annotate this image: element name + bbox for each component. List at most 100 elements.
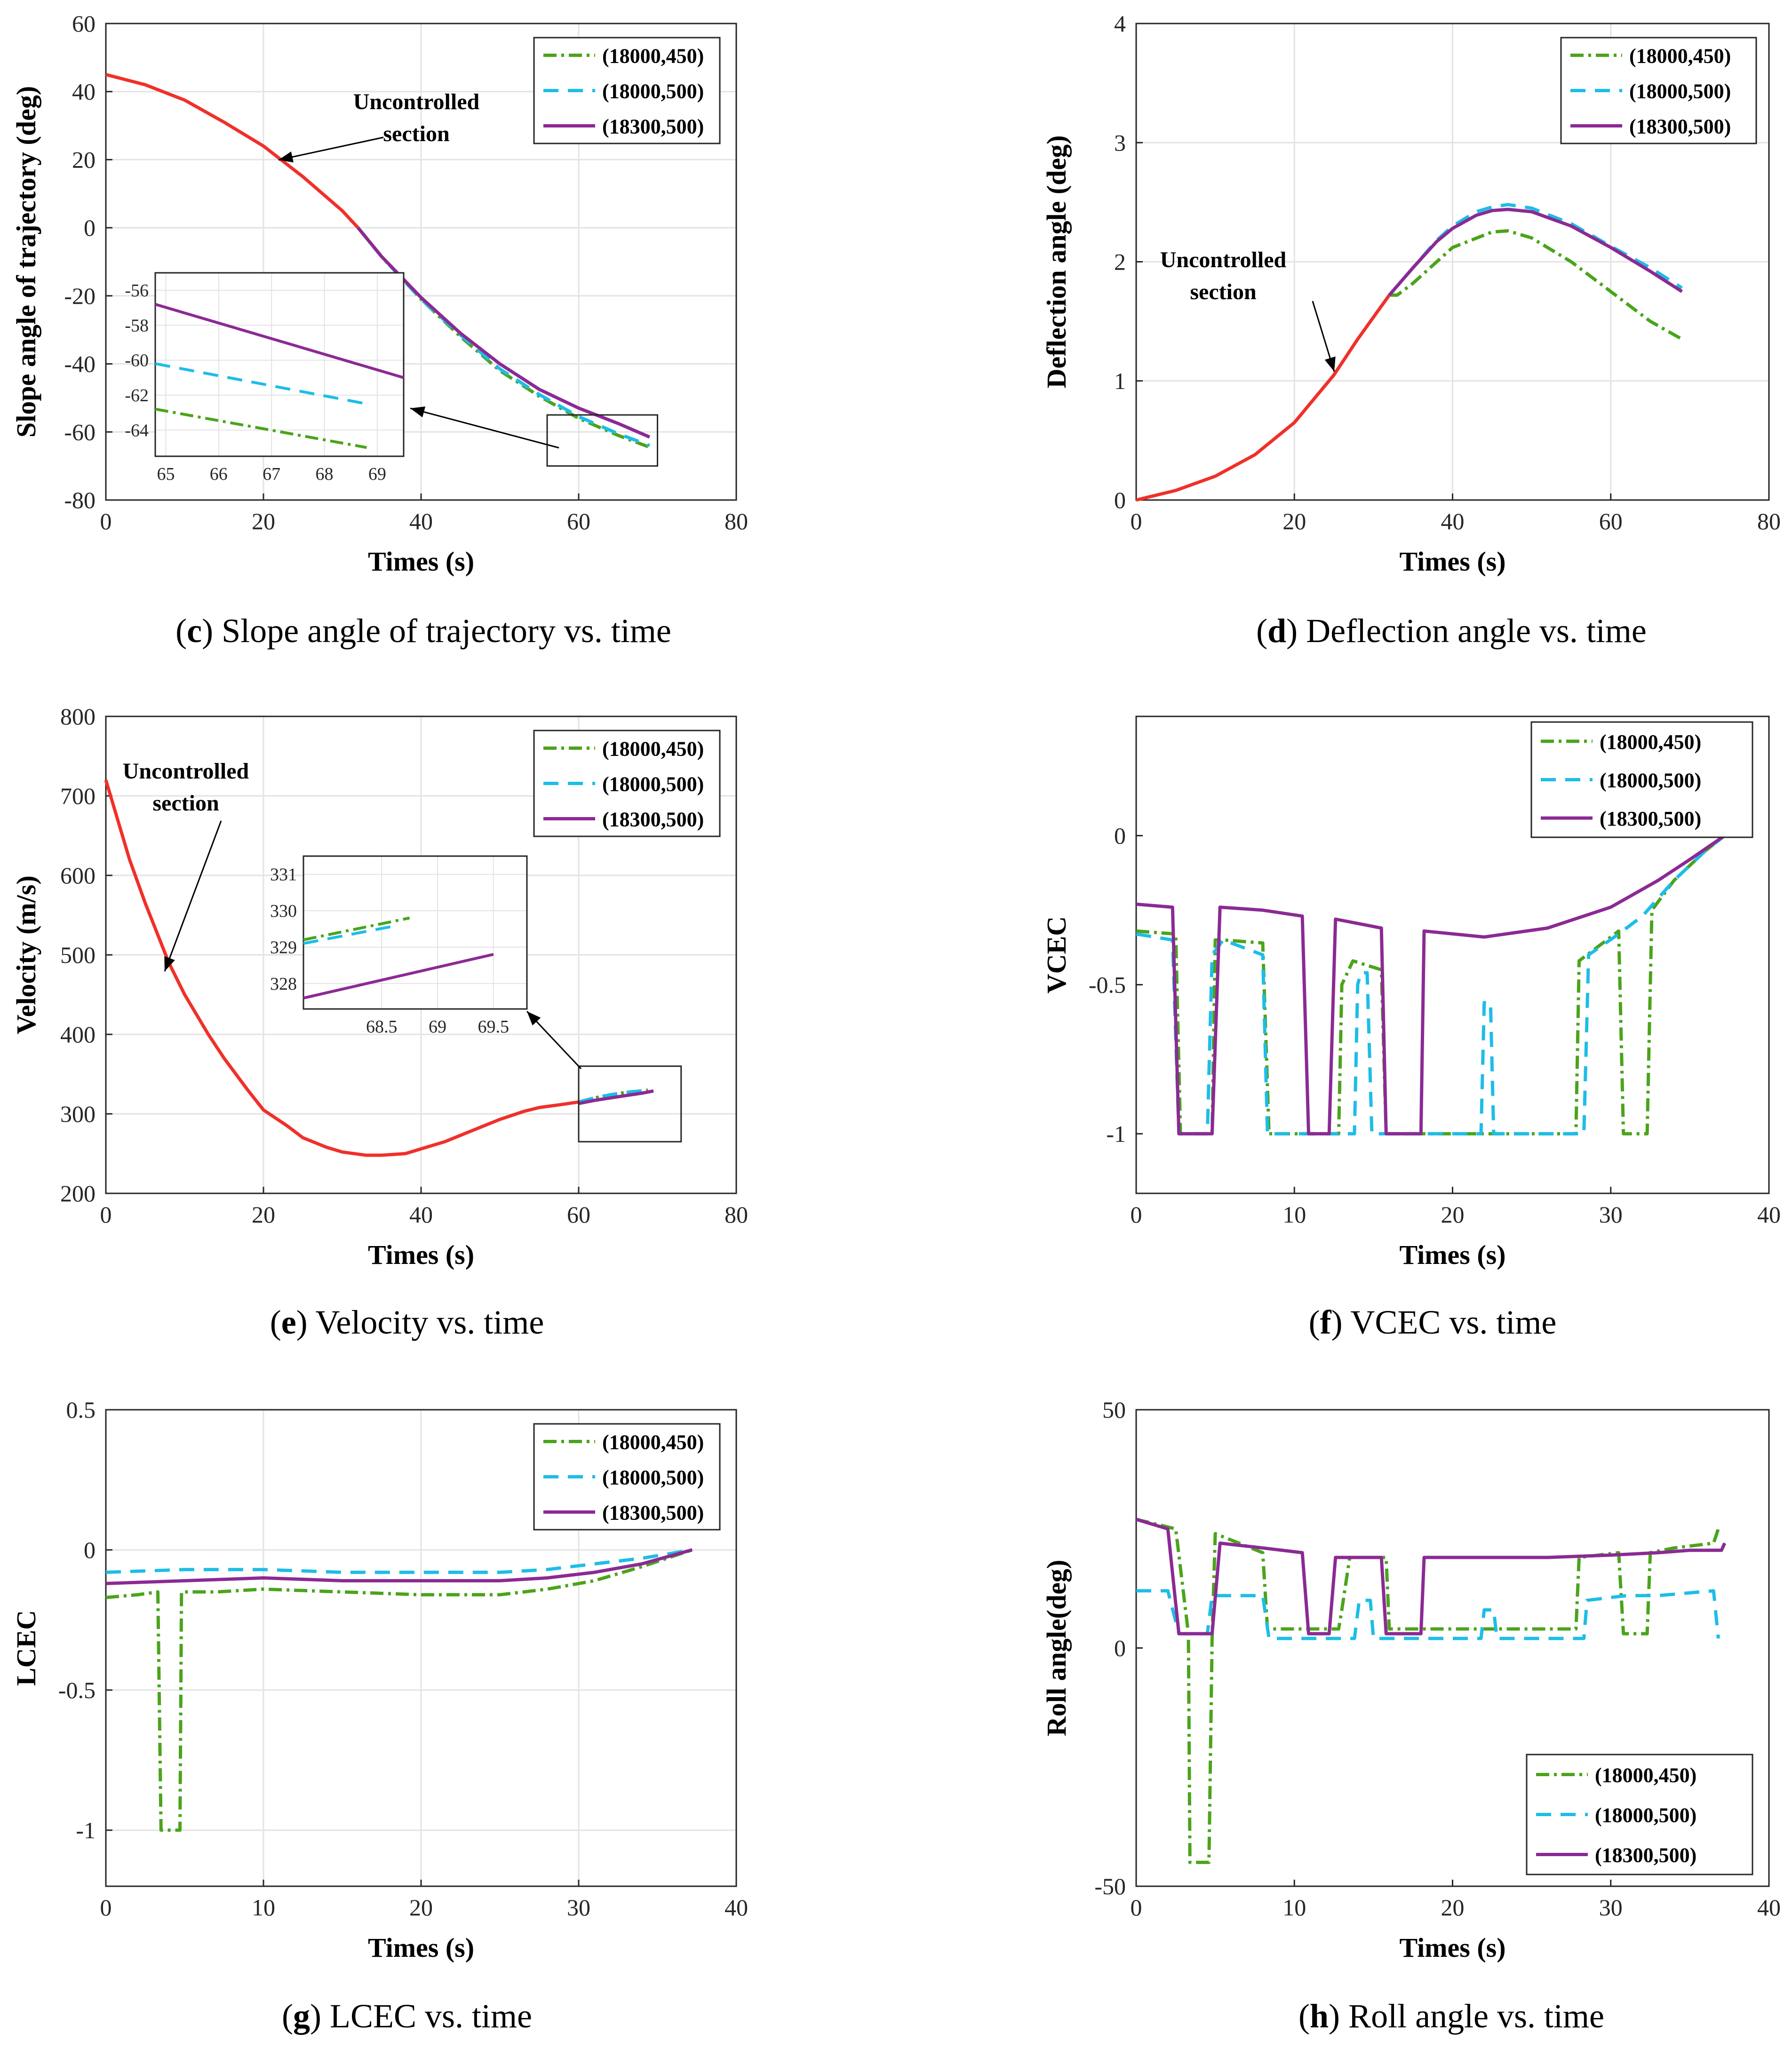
y-tick-label: 600: [60, 862, 96, 889]
x-tick-label: 40: [409, 508, 433, 534]
inset-series-line: [155, 303, 404, 379]
y-tick-label: 300: [60, 1101, 96, 1127]
inset-y-tick-label: -64: [125, 421, 149, 440]
annotation-text: section: [152, 791, 219, 816]
y-tick-label: 60: [72, 10, 96, 37]
caption-c: (c) Slope angle of trajectory vs. time: [175, 612, 671, 650]
legend-label: (18000,450): [1600, 731, 1701, 754]
inset-box: [154, 272, 405, 457]
inset-x-tick-label: 69.5: [478, 1017, 510, 1037]
legend-label: (18000,500): [602, 773, 704, 796]
legend-label: (18000,450): [1595, 1764, 1696, 1787]
x-tick-label: 30: [567, 1894, 590, 1921]
inset-y-tick-label: 331: [270, 865, 297, 885]
annotation-text: section: [383, 121, 449, 146]
legend: (18000,450) (18000,500) (18300,500): [533, 37, 721, 144]
x-tick-label: 20: [252, 1201, 275, 1228]
annotation-text: Uncontrolled: [123, 759, 249, 784]
caption-g: (g) LCEC vs. time: [282, 1997, 532, 2035]
inset-x-tick-label: 69: [429, 1017, 446, 1037]
x-tick-label: 0: [100, 508, 112, 534]
y-tick-label: -1: [1106, 1120, 1126, 1147]
y-tick-label: 0: [1114, 1635, 1126, 1661]
x-tick-label: 40: [1757, 1894, 1781, 1921]
legend-label: (18300,500): [602, 115, 704, 138]
inset-series-line: [303, 924, 399, 945]
series-line-18300500: [578, 1089, 654, 1105]
x-tick-label: 20: [409, 1894, 433, 1921]
x-tick-label: 30: [1599, 1894, 1623, 1921]
y-tick-label: 500: [60, 942, 96, 968]
legend: (18000,450) (18000,500) (18300,500): [1526, 1754, 1753, 1875]
y-tick-label: 4: [1114, 10, 1126, 37]
series-line-18300500: [1388, 207, 1683, 296]
y-axis-label: Roll angle(deg): [1041, 1560, 1072, 1736]
inset-y-tick-label: -56: [125, 281, 149, 301]
zoom-inset: 65 66 67 68 69 -64 -62 -60 -58 -56: [125, 272, 405, 484]
legend-label: (18000,500): [602, 1466, 704, 1489]
series-line-18000500: [1136, 834, 1726, 1136]
series-line-18000500: [578, 1088, 648, 1104]
legend-label: (18000,500): [1600, 769, 1701, 792]
y-tick-label: 50: [1102, 1397, 1126, 1423]
zoom-box: [546, 414, 658, 467]
y-tick-label: -50: [1094, 1873, 1126, 1899]
annotation-text: Uncontrolled: [353, 89, 480, 114]
y-tick-label: -40: [64, 351, 96, 377]
x-tick-label: 10: [1282, 1894, 1306, 1921]
y-tick-label: 2: [1114, 249, 1126, 275]
legend-label: (18300,500): [1600, 807, 1701, 830]
y-axis-label: Deflection angle (deg): [1041, 135, 1072, 389]
x-tick-label: 20: [1441, 1894, 1465, 1921]
y-tick-label: 0: [1114, 487, 1126, 513]
x-tick-label: 60: [567, 1201, 590, 1228]
x-axis-label: Times (s): [368, 546, 474, 577]
legend: (18000,450) (18000,500) (18300,500): [1560, 37, 1757, 144]
x-tick-label: 40: [1757, 1201, 1781, 1228]
y-tick-label: -0.5: [58, 1677, 96, 1703]
x-axis-label: Times (s): [368, 1932, 474, 1963]
x-tick-label: 20: [1441, 1201, 1465, 1228]
arrow-head: [164, 956, 175, 971]
x-tick-label: 30: [1599, 1201, 1623, 1228]
y-tick-label: 400: [60, 1021, 96, 1048]
legend-label: (18000,450): [1629, 45, 1731, 68]
legend-label: (18300,500): [602, 1501, 704, 1525]
inset-y-tick-label: -60: [125, 351, 149, 371]
series-line-18300500: [1136, 834, 1726, 1136]
series-line-18000450: [1136, 834, 1726, 1136]
series-line-18000450: [105, 1548, 693, 1832]
series-line-18300500: [357, 226, 651, 439]
arrow-head: [527, 1011, 541, 1026]
y-tick-label: 20: [72, 146, 96, 173]
legend-label: (18000,450): [602, 1431, 704, 1454]
inset-y-tick-label: -62: [125, 386, 149, 405]
y-tick-label: -60: [64, 419, 96, 445]
y-axis-label: LCEC: [11, 1610, 41, 1686]
y-axis-label: Velocity (m/s): [11, 875, 41, 1034]
series-line-18000450: [1389, 229, 1683, 341]
x-tick-label: 80: [725, 508, 748, 534]
legend-label: (18000,450): [602, 45, 704, 68]
x-tick-label: 0: [100, 1201, 112, 1228]
x-tick-label: 40: [409, 1201, 433, 1228]
chart-g: 0 10 20 30 40 -1 -0.5 0 0.5 Times (s) LCEC (18000,4…: [11, 1397, 748, 1963]
arrow-head: [279, 151, 294, 163]
uncontrolled-section-line: [105, 73, 359, 229]
series-line-18300500: [1135, 1517, 1727, 1636]
y-tick-label: 40: [72, 79, 96, 105]
y-tick-label: 0: [84, 1537, 96, 1563]
legend-label: (18000,500): [602, 80, 704, 103]
inset-y-tick-label: 330: [270, 901, 297, 921]
arrow-head: [410, 406, 426, 418]
chart-d: 0 20 40 60 80 0 1 2 3 4 Times (s) Deflection angle …: [1041, 10, 1781, 577]
series-line-18000500: [1388, 203, 1683, 296]
y-tick-label: 0.5: [66, 1397, 96, 1423]
legend: (18000,450) (18000,500) (18300,500): [533, 1423, 721, 1531]
inset-x-tick-label: 69: [368, 464, 386, 484]
x-axis-label: Times (s): [1399, 546, 1505, 577]
x-axis-label: Times (s): [1399, 1239, 1505, 1270]
x-tick-label: 80: [725, 1201, 748, 1228]
